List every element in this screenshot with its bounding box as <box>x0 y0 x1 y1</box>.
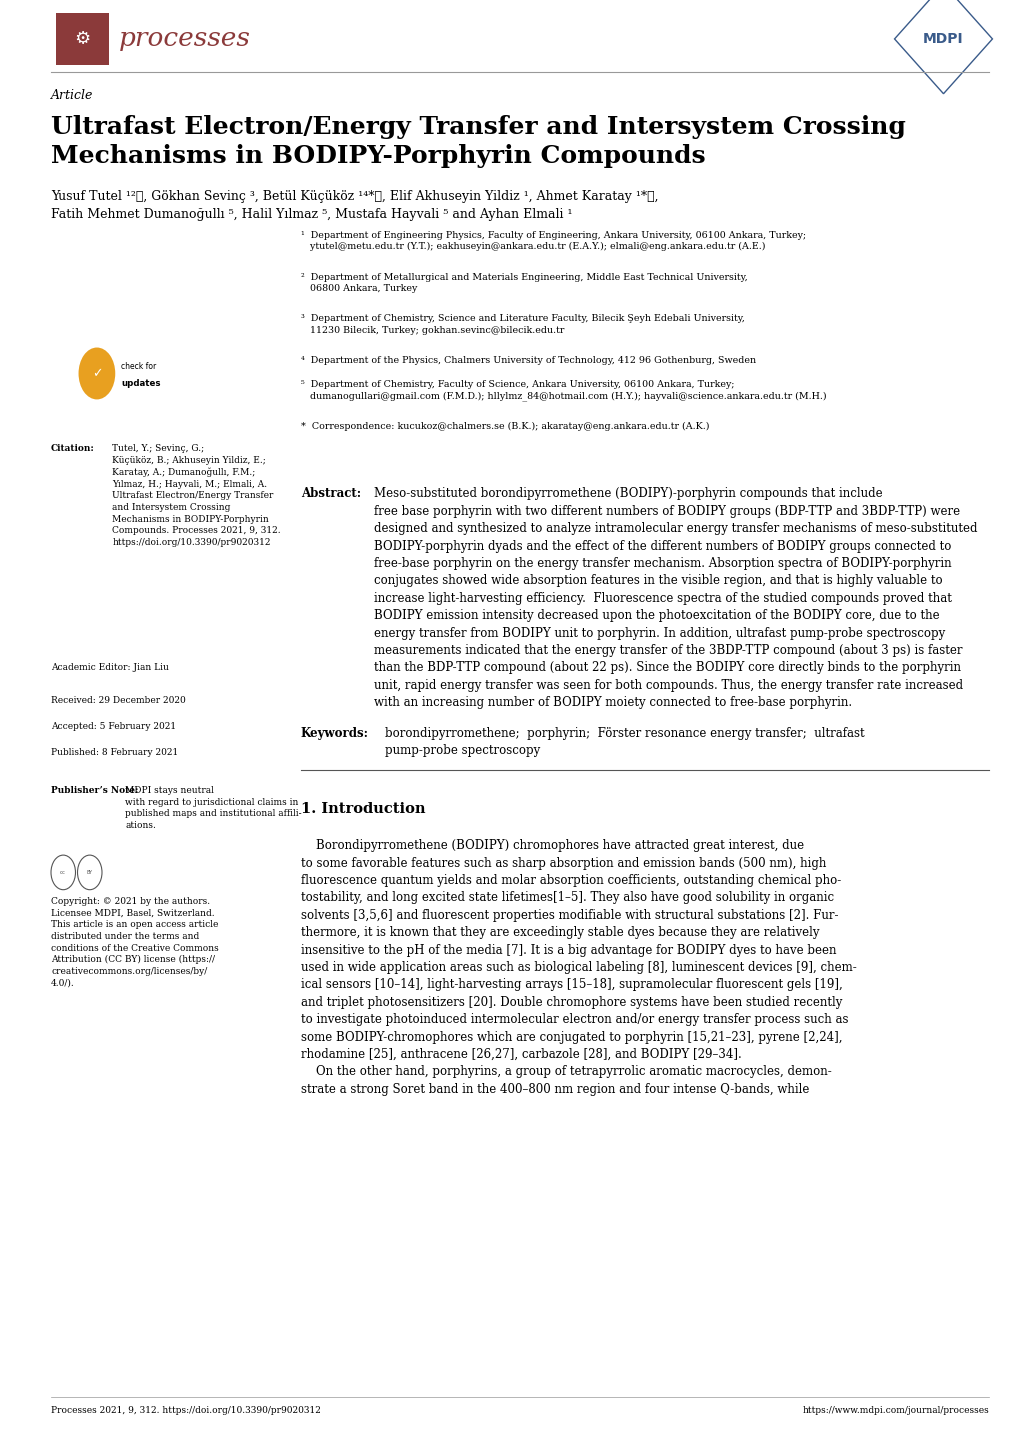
Text: *  Correspondence: kucukoz@chalmers.se (B.K.); akaratay@eng.ankara.edu.tr (A.K.): * Correspondence: kucukoz@chalmers.se (B… <box>301 423 708 431</box>
Text: Citation:: Citation: <box>51 444 95 453</box>
Text: Article: Article <box>51 89 94 102</box>
Text: Ultrafast Electron/Energy Transfer and Intersystem Crossing
Mechanisms in BODIPY: Ultrafast Electron/Energy Transfer and I… <box>51 115 905 167</box>
Text: Academic Editor: Jian Liu: Academic Editor: Jian Liu <box>51 663 169 672</box>
Text: updates: updates <box>121 379 161 388</box>
Text: ¹  Department of Engineering Physics, Faculty of Engineering, Ankara University,: ¹ Department of Engineering Physics, Fac… <box>301 231 805 251</box>
Text: Keywords:: Keywords: <box>301 727 369 740</box>
Text: Received: 29 December 2020: Received: 29 December 2020 <box>51 696 185 705</box>
Text: check for: check for <box>121 362 157 371</box>
Text: borondipyrromethene;  porphyrin;  Förster resonance energy transfer;  ultrafast
: borondipyrromethene; porphyrin; Förster … <box>384 727 863 757</box>
Text: Abstract:: Abstract: <box>301 487 361 500</box>
Text: Processes 2021, 9, 312. https://doi.org/10.3390/pr9020312: Processes 2021, 9, 312. https://doi.org/… <box>51 1406 321 1415</box>
Text: Accepted: 5 February 2021: Accepted: 5 February 2021 <box>51 722 176 731</box>
Circle shape <box>78 348 115 399</box>
Text: Borondipyrromethene (BODIPY) chromophores have attracted great interest, due
to : Borondipyrromethene (BODIPY) chromophore… <box>301 839 856 1096</box>
Text: processes: processes <box>119 26 251 52</box>
Text: Published: 8 February 2021: Published: 8 February 2021 <box>51 748 178 757</box>
Text: Fatih Mehmet Dumanoğullı ⁵, Halil Yılmaz ⁵, Mustafa Hayvali ⁵ and Ayhan Elmali ¹: Fatih Mehmet Dumanoğullı ⁵, Halil Yılmaz… <box>51 208 572 221</box>
Text: 1. Introduction: 1. Introduction <box>301 802 425 816</box>
Text: ⁵  Department of Chemistry, Faculty of Science, Ankara University, 06100 Ankara,: ⁵ Department of Chemistry, Faculty of Sc… <box>301 381 825 401</box>
Text: ⚙: ⚙ <box>74 30 91 48</box>
Text: ⁴  Department of the Physics, Chalmers University of Technology, 412 96 Gothenbu: ⁴ Department of the Physics, Chalmers Un… <box>301 356 755 365</box>
Text: Copyright: © 2021 by the authors.
Licensee MDPI, Basel, Switzerland.
This articl: Copyright: © 2021 by the authors. Licens… <box>51 897 218 988</box>
Text: Tutel, Y.; Sevinç, G.;
Küçüköz, B.; Akhuseyin Yildiz, E.;
Karatay, A.; Dumanoğul: Tutel, Y.; Sevinç, G.; Küçüköz, B.; Akhu… <box>112 444 280 547</box>
Text: ✓: ✓ <box>92 366 102 381</box>
Text: MDPI: MDPI <box>922 32 963 46</box>
Text: BY: BY <box>87 870 93 875</box>
Text: Yusuf Tutel ¹²ⓘ, Gökhan Sevinç ³, Betül Küçüköz ¹⁴*ⓘ, Elif Akhuseyin Yildiz ¹, A: Yusuf Tutel ¹²ⓘ, Gökhan Sevinç ³, Betül … <box>51 190 658 203</box>
Text: https://www.mdpi.com/journal/processes: https://www.mdpi.com/journal/processes <box>802 1406 988 1415</box>
Text: cc: cc <box>60 870 66 875</box>
FancyBboxPatch shape <box>56 13 109 65</box>
Text: MDPI stays neutral
with regard to jurisdictional claims in
published maps and in: MDPI stays neutral with regard to jurisd… <box>125 786 302 829</box>
Text: ³  Department of Chemistry, Science and Literature Faculty, Bilecik Şeyh Edebali: ³ Department of Chemistry, Science and L… <box>301 314 744 335</box>
Text: Publisher’s Note:: Publisher’s Note: <box>51 786 139 795</box>
Text: ²  Department of Metallurgical and Materials Engineering, Middle East Technical : ² Department of Metallurgical and Materi… <box>301 273 747 293</box>
Text: Meso-substituted borondipyrromethene (BODIPY)-porphyrin compounds that include
f: Meso-substituted borondipyrromethene (BO… <box>374 487 977 709</box>
